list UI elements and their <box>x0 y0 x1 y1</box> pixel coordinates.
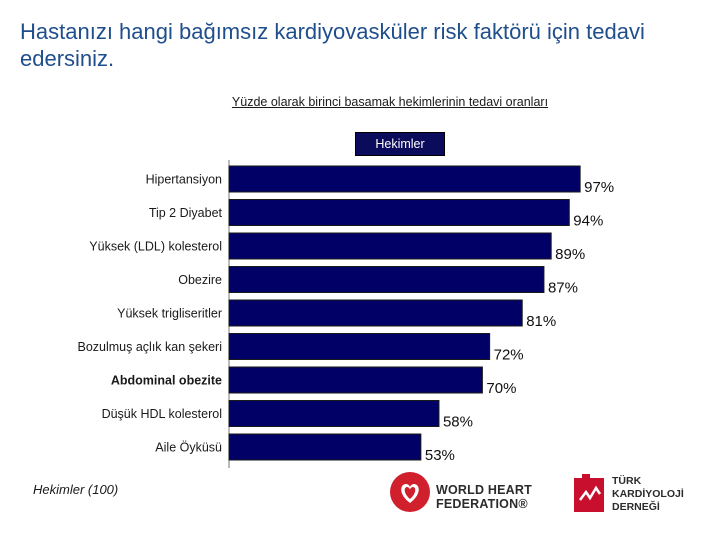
bar <box>228 165 581 193</box>
whf-wordmark: WORLD HEART FEDERATION® <box>436 483 532 511</box>
category-label: Aile Öyküsü <box>155 441 222 455</box>
value-label: 97% <box>584 179 614 196</box>
tkd-emblem-icon <box>574 474 604 512</box>
value-label: 70% <box>486 380 516 397</box>
bar <box>228 366 483 394</box>
bar <box>228 199 570 226</box>
bar <box>228 333 491 360</box>
tkd-wordmark: TÜRK KARDİYOLOJİ DERNEĞİ <box>612 475 684 513</box>
heart-logo-icon <box>390 472 430 512</box>
value-label: 94% <box>573 213 603 230</box>
category-label: Yüksek (LDL) kolesterol <box>89 240 222 254</box>
legend-entry-hekimler: Hekimler <box>355 132 445 156</box>
bar <box>228 232 552 260</box>
value-label: 89% <box>555 246 585 263</box>
category-label: Hipertansiyon <box>146 173 222 187</box>
category-label: Obezire <box>178 273 222 287</box>
value-label: 72% <box>494 347 524 364</box>
world-heart-federation-logo: WORLD HEART FEDERATION® <box>388 470 548 518</box>
turk-kardiyoloji-dernegi-logo: TÜRK KARDİYOLOJİ DERNEĞİ <box>572 472 692 520</box>
sample-size-note: Hekimler (100) <box>33 482 119 497</box>
bars-group: Hipertansiyon 97% Tip 2 Diyabet 94% Yüksek (… <box>77 165 614 464</box>
category-label: Tip 2 Diyabet <box>149 206 223 220</box>
bar <box>228 266 545 293</box>
page-title: Hastanızı hangi bağımsız kardiyovasküler… <box>20 19 645 71</box>
value-label: 53% <box>425 447 455 464</box>
value-label: 81% <box>526 313 556 330</box>
bar <box>228 433 422 461</box>
category-label: Yüksek trigliseritler <box>117 307 222 321</box>
value-label: 87% <box>548 280 578 297</box>
category-label: Bozulmuş açlık kan şekeri <box>77 340 222 354</box>
category-label: Düşük HDL kolesterol <box>102 407 222 421</box>
value-label: 58% <box>443 414 473 431</box>
chart-subtitle: Yüzde olarak birinci basamak hekimlerini… <box>231 95 549 109</box>
bar <box>228 400 440 427</box>
category-label: Abdominal obezite <box>111 374 222 388</box>
bar <box>228 299 523 327</box>
